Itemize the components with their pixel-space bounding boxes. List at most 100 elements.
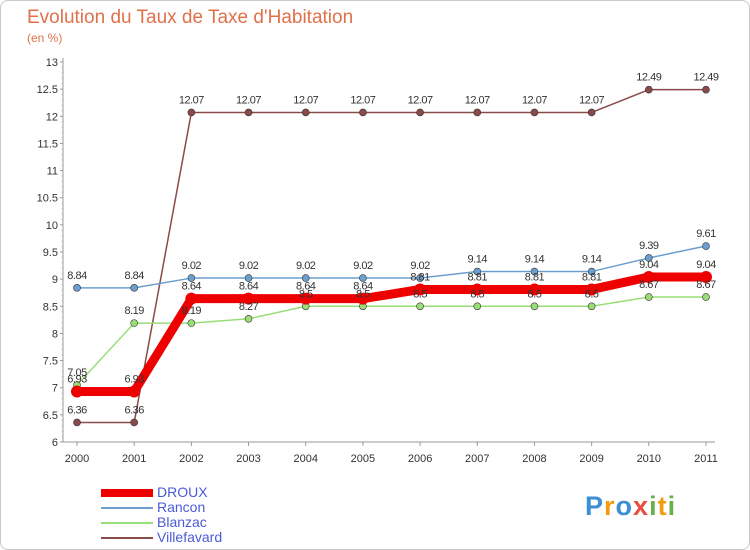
legend-item-blanzac: Blanzac xyxy=(101,515,222,530)
legend-label: Blanzac xyxy=(157,514,207,530)
rancon-data-point xyxy=(73,284,81,292)
y-tick-label: 7 xyxy=(52,383,58,395)
blanzac-data-label: 8.5 xyxy=(299,288,313,300)
droux-data-label: 8.81 xyxy=(410,271,430,283)
legend-label: Villefavard xyxy=(157,529,223,545)
rancon-data-point xyxy=(301,274,310,282)
y-tick-label: 11.5 xyxy=(37,138,58,150)
droux-data-label: 6.93 xyxy=(124,374,144,386)
logo-letter: t xyxy=(657,491,668,521)
villefavard-data-label: 12.07 xyxy=(179,94,204,106)
blanzac-data-point xyxy=(244,314,253,323)
blanzac-data-point xyxy=(473,302,482,311)
rancon-data-label: 9.02 xyxy=(296,260,316,272)
y-tick-label: 10.5 xyxy=(37,193,58,205)
villefavard-data-point xyxy=(359,108,367,117)
droux-data-label: 9.04 xyxy=(696,259,716,271)
y-tick-label: 13 xyxy=(46,57,58,69)
blanzac-data-label: 8.5 xyxy=(528,288,542,300)
y-tick-label: 12.5 xyxy=(37,84,58,96)
rancon-data-point xyxy=(416,274,424,282)
villefavard-data-label: 12.07 xyxy=(408,94,433,106)
logo-letter: i xyxy=(649,491,658,521)
chart-title: Evolution du Taux de Taxe d'Habitation xyxy=(27,7,354,28)
y-tick-label: 6.5 xyxy=(43,410,58,422)
rancon-data-point xyxy=(702,242,710,250)
rancon-data-label: 8.84 xyxy=(67,270,87,282)
blanzac-data-label: 8.5 xyxy=(470,288,484,300)
legend-label: DROUX xyxy=(157,484,208,500)
blanzac-data-point xyxy=(587,302,596,311)
rancon-data-point xyxy=(359,274,367,282)
legend: DROUX Rancon Blanzac Villefavard xyxy=(101,485,222,545)
blanzac-data-label: 8.19 xyxy=(124,305,144,317)
villefavard-data-label: 12.07 xyxy=(350,94,375,106)
rancon-data-point xyxy=(473,267,482,276)
y-tick-label: 11 xyxy=(47,166,58,178)
blanzac-data-label: 8.19 xyxy=(182,305,202,317)
droux-data-point xyxy=(242,292,255,305)
blanzac-series-line xyxy=(76,296,707,386)
blanzac-data-label: 8.5 xyxy=(413,288,427,300)
rancon-data-point xyxy=(187,274,196,282)
legend-swatch xyxy=(101,521,153,524)
rancon-data-label: 9.02 xyxy=(239,260,259,272)
droux-data-point xyxy=(471,283,484,296)
droux-data-point xyxy=(528,283,541,296)
droux-data-label: 6.93 xyxy=(67,374,87,386)
blanzac-data-point xyxy=(702,293,710,301)
villefavard-data-point xyxy=(416,108,424,117)
rancon-data-label: 9.02 xyxy=(182,260,202,272)
rancon-data-point xyxy=(244,274,253,282)
droux-data-label: 8.64 xyxy=(239,281,259,293)
blanzac-data-label: 8.27 xyxy=(239,301,259,313)
rancon-data-point xyxy=(587,267,596,276)
droux-data-point xyxy=(71,385,83,398)
rancon-data-label: 8.84 xyxy=(124,270,144,282)
villefavard-data-point xyxy=(473,108,482,117)
villefavard-data-label: 12.07 xyxy=(293,94,318,106)
x-tick-label: 2008 xyxy=(522,453,546,465)
villefavard-data-point xyxy=(187,108,196,117)
x-tick-label: 2003 xyxy=(236,453,260,465)
villefavard-data-label: 12.07 xyxy=(522,94,547,106)
y-tick-label: 8 xyxy=(52,328,58,340)
y-tick-label: 8.5 xyxy=(43,301,58,313)
x-tick-label: 2004 xyxy=(293,453,317,465)
rancon-data-point xyxy=(530,267,539,276)
villefavard-data-label: 12.49 xyxy=(693,72,718,84)
y-tick-label: 6 xyxy=(52,437,58,449)
blanzac-data-label: 8.5 xyxy=(585,288,599,300)
villefavard-data-label: 12.49 xyxy=(636,72,661,84)
rancon-data-label: 9.14 xyxy=(468,254,488,266)
blanzac-data-label: 8.5 xyxy=(356,288,370,300)
villefavard-data-label: 6.36 xyxy=(67,404,87,416)
droux-data-point xyxy=(356,292,369,305)
droux-data-point xyxy=(700,270,712,283)
x-tick-label: 2010 xyxy=(637,453,661,465)
blanzac-data-point xyxy=(530,302,539,311)
villefavard-data-label: 6.36 xyxy=(124,404,144,416)
villefavard-data-point xyxy=(244,108,253,117)
rancon-series-line xyxy=(76,245,707,289)
villefavard-data-point xyxy=(645,85,653,94)
legend-item-droux: DROUX xyxy=(101,485,222,500)
droux-series-line xyxy=(72,272,711,397)
villefavard-data-point xyxy=(130,418,138,427)
y-tick-label: 9 xyxy=(52,274,58,286)
legend-label: Rancon xyxy=(157,499,206,515)
line-chart: 6 6.5 7 7.5 8 8.5 9 9.5 10 10.5 11 11.5 12 12.5 13 2000… xyxy=(37,57,720,465)
droux-data-point xyxy=(642,270,655,283)
y-tick-label: 12 xyxy=(46,111,58,123)
villefavard-data-point xyxy=(702,85,710,94)
legend-swatch xyxy=(101,488,153,497)
x-tick-label: 2000 xyxy=(65,453,89,465)
villefavard-data-label: 12.07 xyxy=(465,94,490,106)
villefavard-data-label: 12.07 xyxy=(236,94,261,106)
legend-item-villefavard: Villefavard xyxy=(101,530,222,545)
legend-swatch xyxy=(101,536,153,539)
y-tick-label: 10 xyxy=(46,220,58,232)
chart-subtitle: (en %) xyxy=(27,31,63,45)
rancon-data-label: 9.14 xyxy=(525,254,545,266)
